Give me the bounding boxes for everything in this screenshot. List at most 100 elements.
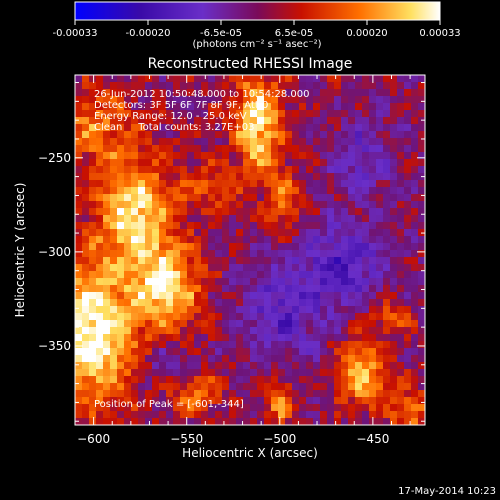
heatmap-cell bbox=[89, 124, 97, 132]
heatmap-cell bbox=[376, 103, 384, 111]
heatmap-cell bbox=[250, 75, 258, 83]
heatmap-cell bbox=[376, 257, 384, 265]
heatmap-cell bbox=[110, 103, 118, 111]
heatmap-cell bbox=[96, 124, 104, 132]
heatmap-cell bbox=[299, 208, 307, 216]
heatmap-cell bbox=[201, 390, 209, 398]
heatmap-cell bbox=[278, 152, 286, 160]
heatmap-cell bbox=[180, 229, 188, 237]
heatmap-cell bbox=[411, 341, 419, 349]
heatmap-cell bbox=[397, 299, 405, 307]
heatmap-cell bbox=[320, 75, 328, 83]
heatmap-cell bbox=[124, 383, 132, 391]
heatmap-cell bbox=[229, 208, 237, 216]
heatmap-cell bbox=[313, 145, 321, 153]
heatmap-cell bbox=[152, 390, 160, 398]
heatmap-cell bbox=[96, 397, 104, 405]
heatmap-cell bbox=[369, 229, 377, 237]
heatmap-cell bbox=[383, 236, 391, 244]
heatmap-cell bbox=[299, 334, 307, 342]
heatmap-cell bbox=[131, 257, 139, 265]
heatmap-cell bbox=[313, 110, 321, 118]
heatmap-cell bbox=[82, 138, 90, 146]
heatmap-cell bbox=[243, 222, 251, 230]
heatmap-cell bbox=[110, 138, 118, 146]
heatmap-cell bbox=[215, 117, 223, 125]
heatmap-cell bbox=[362, 222, 370, 230]
heatmap-cell bbox=[411, 418, 419, 425]
heatmap-cell bbox=[327, 173, 335, 181]
heatmap-cell bbox=[348, 285, 356, 293]
heatmap-cell bbox=[96, 306, 104, 314]
heatmap-cell bbox=[285, 390, 293, 398]
heatmap-cell bbox=[334, 299, 342, 307]
heatmap-cell bbox=[250, 138, 258, 146]
heatmap-cell bbox=[96, 152, 104, 160]
heatmap-cell bbox=[362, 138, 370, 146]
heatmap-cell bbox=[75, 208, 83, 216]
footer-timestamp: 17-May-2014 10:23 bbox=[398, 486, 496, 497]
heatmap-cell bbox=[271, 159, 279, 167]
heatmap-cell bbox=[243, 173, 251, 181]
heatmap-cell bbox=[89, 180, 97, 188]
heatmap-cell bbox=[313, 292, 321, 300]
heatmap-cell bbox=[222, 397, 230, 405]
heatmap-cell bbox=[236, 257, 244, 265]
heatmap-cell bbox=[173, 369, 181, 377]
heatmap-cell bbox=[236, 201, 244, 209]
heatmap-cell bbox=[362, 89, 370, 97]
heatmap-cell bbox=[278, 383, 286, 391]
heatmap-cell bbox=[369, 145, 377, 153]
heatmap-cell bbox=[243, 404, 251, 412]
heatmap-cell bbox=[194, 418, 202, 425]
heatmap-cell bbox=[376, 173, 384, 181]
heatmap-cell bbox=[152, 124, 160, 132]
heatmap-cell bbox=[369, 376, 377, 384]
heatmap-cell bbox=[152, 369, 160, 377]
heatmap-cell bbox=[194, 292, 202, 300]
heatmap-cell bbox=[82, 103, 90, 111]
heatmap-cell bbox=[271, 411, 279, 419]
info-energy-range: Energy Range: 12.0 - 25.0 keV bbox=[94, 111, 247, 122]
heatmap-cell bbox=[271, 306, 279, 314]
heatmap-cell bbox=[138, 222, 146, 230]
heatmap-cell bbox=[173, 299, 181, 307]
heatmap-cell bbox=[327, 236, 335, 244]
heatmap-cell bbox=[159, 187, 167, 195]
heatmap-cell bbox=[96, 369, 104, 377]
heatmap-cell bbox=[327, 348, 335, 356]
heatmap-cell bbox=[103, 369, 111, 377]
heatmap-cell bbox=[75, 82, 83, 90]
heatmap-cell bbox=[222, 320, 230, 328]
heatmap-cell bbox=[348, 194, 356, 202]
heatmap-cell bbox=[152, 173, 160, 181]
heatmap-cell bbox=[271, 208, 279, 216]
heatmap-cell bbox=[341, 299, 349, 307]
heatmap-cell bbox=[110, 285, 118, 293]
heatmap-cell bbox=[390, 131, 398, 139]
heatmap-cell bbox=[103, 278, 111, 286]
heatmap-cell bbox=[334, 306, 342, 314]
colorbar-tick-label: 6.5e-05 bbox=[275, 28, 313, 39]
heatmap-cell bbox=[306, 124, 314, 132]
heatmap-cell bbox=[299, 159, 307, 167]
heatmap-cell bbox=[215, 383, 223, 391]
heatmap-cell bbox=[418, 264, 425, 272]
heatmap-cell bbox=[194, 187, 202, 195]
heatmap-cell bbox=[257, 327, 265, 335]
heatmap-cell bbox=[173, 96, 181, 104]
heatmap-cell bbox=[418, 236, 425, 244]
heatmap-cell bbox=[292, 180, 300, 188]
heatmap-cell bbox=[362, 194, 370, 202]
heatmap-cell bbox=[390, 348, 398, 356]
heatmap-cell bbox=[397, 89, 405, 97]
heatmap-cell bbox=[201, 383, 209, 391]
heatmap-cell bbox=[327, 229, 335, 237]
heatmap-cell bbox=[418, 397, 425, 405]
heatmap-cell bbox=[110, 411, 118, 419]
heatmap-cell bbox=[243, 341, 251, 349]
heatmap-cell bbox=[208, 103, 216, 111]
heatmap-cell bbox=[96, 208, 104, 216]
heatmap-cell bbox=[355, 278, 363, 286]
heatmap-cell bbox=[341, 362, 349, 370]
